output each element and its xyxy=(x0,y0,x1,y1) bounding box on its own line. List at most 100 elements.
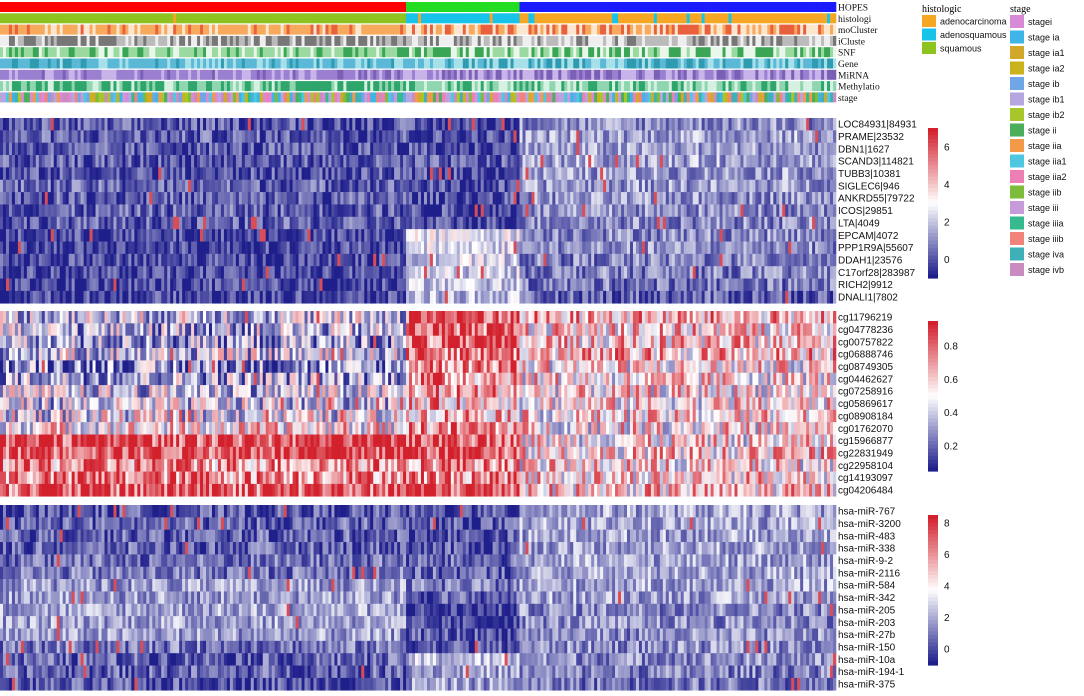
heatmap-cell xyxy=(122,216,126,230)
annotation-cell xyxy=(50,2,55,12)
annotation-cell xyxy=(534,47,538,58)
heatmap-cell xyxy=(307,155,311,168)
annotation-cell xyxy=(474,92,479,103)
heatmap-cell xyxy=(155,155,159,168)
annotation-cell xyxy=(728,2,732,12)
annotation-cell xyxy=(211,58,216,69)
heatmap-cell xyxy=(316,130,320,143)
heatmap-cell xyxy=(2,142,7,156)
annotation-cell xyxy=(182,47,186,58)
heatmap-cell xyxy=(361,155,365,168)
heatmap-cell xyxy=(104,130,108,143)
heatmap-cell xyxy=(164,118,168,131)
annotation-cell xyxy=(137,35,141,46)
annotation-cell xyxy=(698,81,702,92)
annotation-cell xyxy=(707,13,711,24)
heatmap-cell xyxy=(450,192,455,205)
heatmap-cell xyxy=(647,167,652,181)
annotation-cell xyxy=(627,2,631,12)
heatmap-cell xyxy=(412,216,416,230)
heatmap-cell xyxy=(220,216,225,230)
annotation-cell xyxy=(650,24,655,35)
heatmap-cell xyxy=(158,192,162,205)
heatmap-cell xyxy=(612,204,616,218)
heatmap-cell xyxy=(579,118,583,131)
annotation-cell xyxy=(271,92,275,103)
heatmap-cell xyxy=(119,130,123,143)
annotation-cell xyxy=(752,2,756,12)
heatmap-cell xyxy=(217,167,222,181)
annotation-cell xyxy=(677,69,682,80)
annotation-cell xyxy=(83,24,87,35)
heatmap-cell xyxy=(20,192,25,205)
heatmap-cell xyxy=(268,155,272,168)
annotation-cell xyxy=(579,13,583,24)
annotation-cell xyxy=(582,2,586,12)
heatmap-cell xyxy=(692,142,696,156)
annotation-track-snf xyxy=(0,47,837,58)
annotation-cell xyxy=(229,13,234,24)
annotation-cell xyxy=(113,13,117,24)
heatmap-cell xyxy=(567,192,571,205)
annotation-cell xyxy=(510,47,514,58)
annotation-cell xyxy=(122,58,126,69)
annotation-cell xyxy=(540,47,544,58)
annotation-cell xyxy=(44,81,49,92)
annotation-cell xyxy=(710,58,714,69)
heatmap-cell xyxy=(713,130,717,143)
annotation-cell xyxy=(182,92,186,103)
annotation-cell xyxy=(582,13,586,24)
heatmap-cell xyxy=(734,204,738,218)
annotation-cell xyxy=(746,58,750,69)
annotation-cell xyxy=(519,47,523,58)
heatmap-cell xyxy=(689,118,693,131)
heatmap-cell xyxy=(824,204,828,218)
heatmap-cell xyxy=(519,216,523,230)
heatmap-cell xyxy=(86,216,90,230)
heatmap-cell xyxy=(432,142,437,156)
heatmap-cell xyxy=(522,118,526,131)
heatmap-cell xyxy=(680,130,685,143)
heatmap-cell xyxy=(731,130,735,143)
annotation-cell xyxy=(146,92,150,103)
annotation-cell xyxy=(647,47,652,58)
annotation-cell xyxy=(343,81,347,92)
annotation-cell xyxy=(609,92,613,103)
annotation-cell xyxy=(134,13,138,24)
annotation-cell xyxy=(334,81,338,92)
annotation-track-hopes xyxy=(0,2,837,12)
annotation-cell xyxy=(516,13,520,24)
heatmap-cell xyxy=(698,179,702,193)
heatmap-cell xyxy=(725,142,729,156)
annotation-cell xyxy=(364,47,368,58)
heatmap-cell xyxy=(56,130,61,143)
annotation-cell xyxy=(122,92,126,103)
annotation-cell xyxy=(612,13,616,24)
heatmap-cell xyxy=(668,155,673,168)
heatmap-cell xyxy=(420,192,425,205)
heatmap-cell xyxy=(576,216,580,230)
annotation-cell xyxy=(238,81,243,92)
annotation-cell xyxy=(62,92,66,103)
annotation-cell xyxy=(674,2,679,12)
heatmap-cell xyxy=(686,192,690,205)
annotation-cell xyxy=(695,13,699,24)
annotation-cell xyxy=(116,81,120,92)
annotation-cell xyxy=(486,81,490,92)
annotation-cell xyxy=(561,58,565,69)
annotation-cell xyxy=(624,13,628,24)
heatmap-cell xyxy=(206,118,210,131)
annotation-cell xyxy=(322,13,326,24)
heatmap-cell xyxy=(561,204,565,218)
annotation-cell xyxy=(310,24,314,35)
heatmap-cell xyxy=(528,179,532,193)
heatmap-cell xyxy=(68,179,72,193)
annotation-cell xyxy=(379,13,383,24)
annotation-cell xyxy=(238,92,243,103)
heatmap-cell xyxy=(62,167,66,181)
heatmap-cell xyxy=(659,155,664,168)
heatmap-cell xyxy=(209,130,213,143)
heatmap-cell xyxy=(809,142,813,156)
heatmap-cell xyxy=(29,216,34,230)
annotation-cell xyxy=(158,58,162,69)
